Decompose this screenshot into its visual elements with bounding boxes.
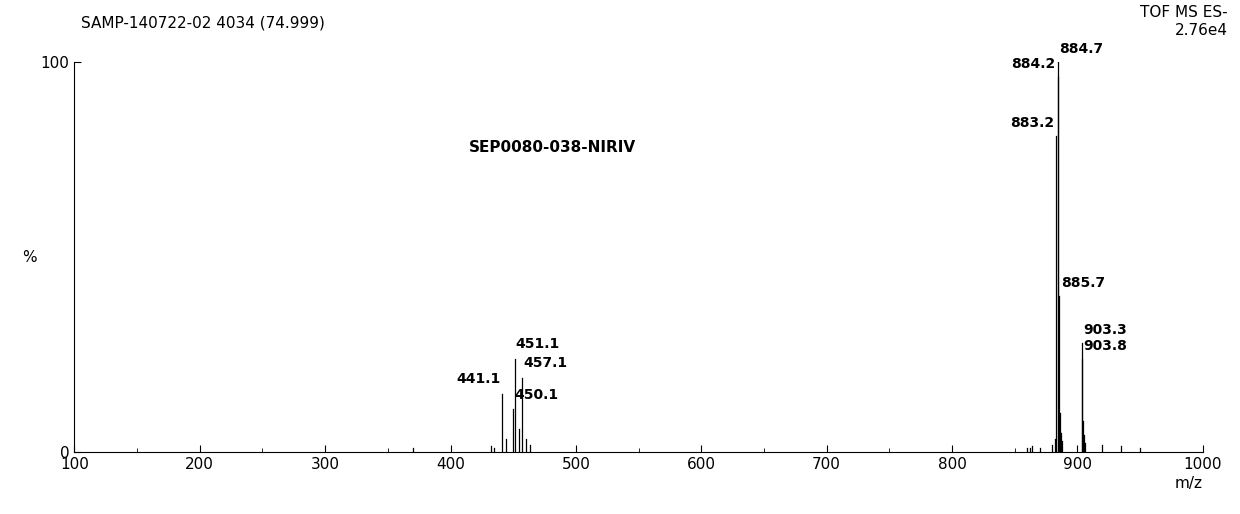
Text: SEP0080-038-NIRIV: SEP0080-038-NIRIV: [469, 140, 636, 155]
Text: 885.7: 885.7: [1060, 276, 1105, 290]
Text: 883.2: 883.2: [1009, 116, 1054, 130]
Text: SAMP-140722-02 4034 (74.999): SAMP-140722-02 4034 (74.999): [81, 15, 325, 30]
Text: 457.1: 457.1: [523, 356, 568, 370]
Text: 450.1: 450.1: [515, 388, 559, 401]
Text: 903.3: 903.3: [1083, 323, 1127, 337]
Text: 441.1: 441.1: [456, 372, 501, 386]
Text: 451.1: 451.1: [516, 337, 560, 351]
Text: 884.7: 884.7: [1059, 42, 1104, 56]
Text: 903.8: 903.8: [1084, 339, 1127, 353]
Text: 884.2: 884.2: [1011, 58, 1055, 71]
Y-axis label: %: %: [22, 249, 37, 265]
Text: TOF MS ES-
2.76e4: TOF MS ES- 2.76e4: [1140, 5, 1228, 38]
Text: m/z: m/z: [1174, 476, 1203, 491]
